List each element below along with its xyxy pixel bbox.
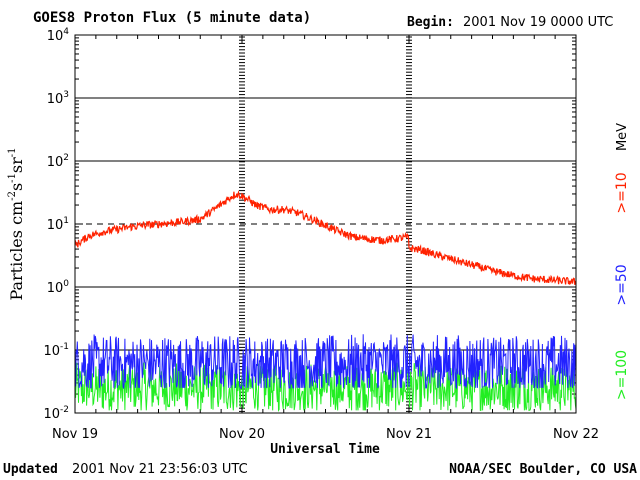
y-axis-title: Particles cm-2s-1sr-1 bbox=[7, 147, 26, 300]
y-tick-label: 100 bbox=[47, 279, 70, 296]
y-axis-s-unit: s bbox=[7, 183, 26, 191]
credit-text: NOAA/SEC Boulder, CO USA bbox=[449, 462, 637, 477]
legend-ge50: >=50 bbox=[614, 264, 630, 305]
series-line-0 bbox=[74, 190, 577, 285]
begin-label: Begin: bbox=[407, 15, 454, 30]
svg-text:Particles cm-2s-1sr-1: Particles cm-2s-1sr-1 bbox=[7, 147, 26, 300]
y-axis-sr-unit: sr bbox=[7, 157, 26, 173]
x-tick-label: Nov 19 bbox=[52, 427, 98, 442]
y-tick-label: 102 bbox=[47, 153, 69, 170]
y-axis-sr-exponent: -1 bbox=[7, 147, 18, 157]
y-tick-labels: 10-2 10-1 100 101 102 103 104 bbox=[43, 27, 69, 422]
x-tick-label: Nov 20 bbox=[219, 427, 265, 442]
y-tick-label: 103 bbox=[47, 90, 69, 107]
updated-label: Updated bbox=[3, 462, 58, 477]
series-line-1 bbox=[74, 334, 577, 390]
y-tick-label: 10-1 bbox=[43, 342, 69, 359]
chart-title: GOES8 Proton Flux (5 minute data) bbox=[33, 10, 311, 26]
y-axis-s-exponent: -1 bbox=[7, 173, 18, 183]
plot-area bbox=[74, 34, 577, 414]
x-tick-label: Nov 22 bbox=[553, 427, 599, 442]
updated-value: 2001 Nov 21 23:56:03 UTC bbox=[72, 462, 248, 477]
y-tick-label: 10-2 bbox=[43, 405, 69, 422]
x-tick-labels: Nov 19 Nov 20 Nov 21 Nov 22 bbox=[52, 427, 599, 442]
unit-label: MeV bbox=[615, 123, 630, 151]
y-tick-label: 104 bbox=[47, 27, 70, 44]
legend-ge100: >=100 bbox=[614, 350, 630, 400]
x-axis-title: Universal Time bbox=[270, 442, 380, 457]
y-axis-cm-exponent: -2 bbox=[7, 191, 18, 201]
plot-frame bbox=[74, 34, 577, 414]
begin-value: 2001 Nov 19 0000 UTC bbox=[463, 15, 613, 30]
y-axis-label: Particles cm bbox=[7, 201, 26, 301]
legend-ge10: >=10 bbox=[614, 172, 630, 213]
x-tick-label: Nov 21 bbox=[386, 427, 432, 442]
y-tick-label: 101 bbox=[47, 216, 69, 233]
